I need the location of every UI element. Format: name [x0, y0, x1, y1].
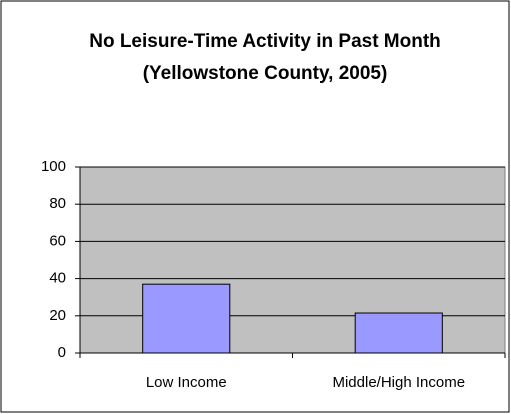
y-tick-label: 0 — [58, 344, 66, 361]
bar — [142, 283, 231, 354]
y-tick-label: 40 — [49, 270, 66, 287]
x-tick-label: Low Income — [146, 374, 227, 391]
bar — [354, 312, 443, 354]
chart-title: No Leisure-Time Activity in Past Month (… — [89, 31, 441, 84]
y-tick-label: 100 — [41, 158, 66, 175]
y-tick-label: 20 — [49, 307, 66, 324]
x-tick-label: Middle/High Income — [332, 374, 465, 391]
y-tick-label: 60 — [49, 232, 66, 249]
y-tick-label: 80 — [49, 195, 66, 212]
